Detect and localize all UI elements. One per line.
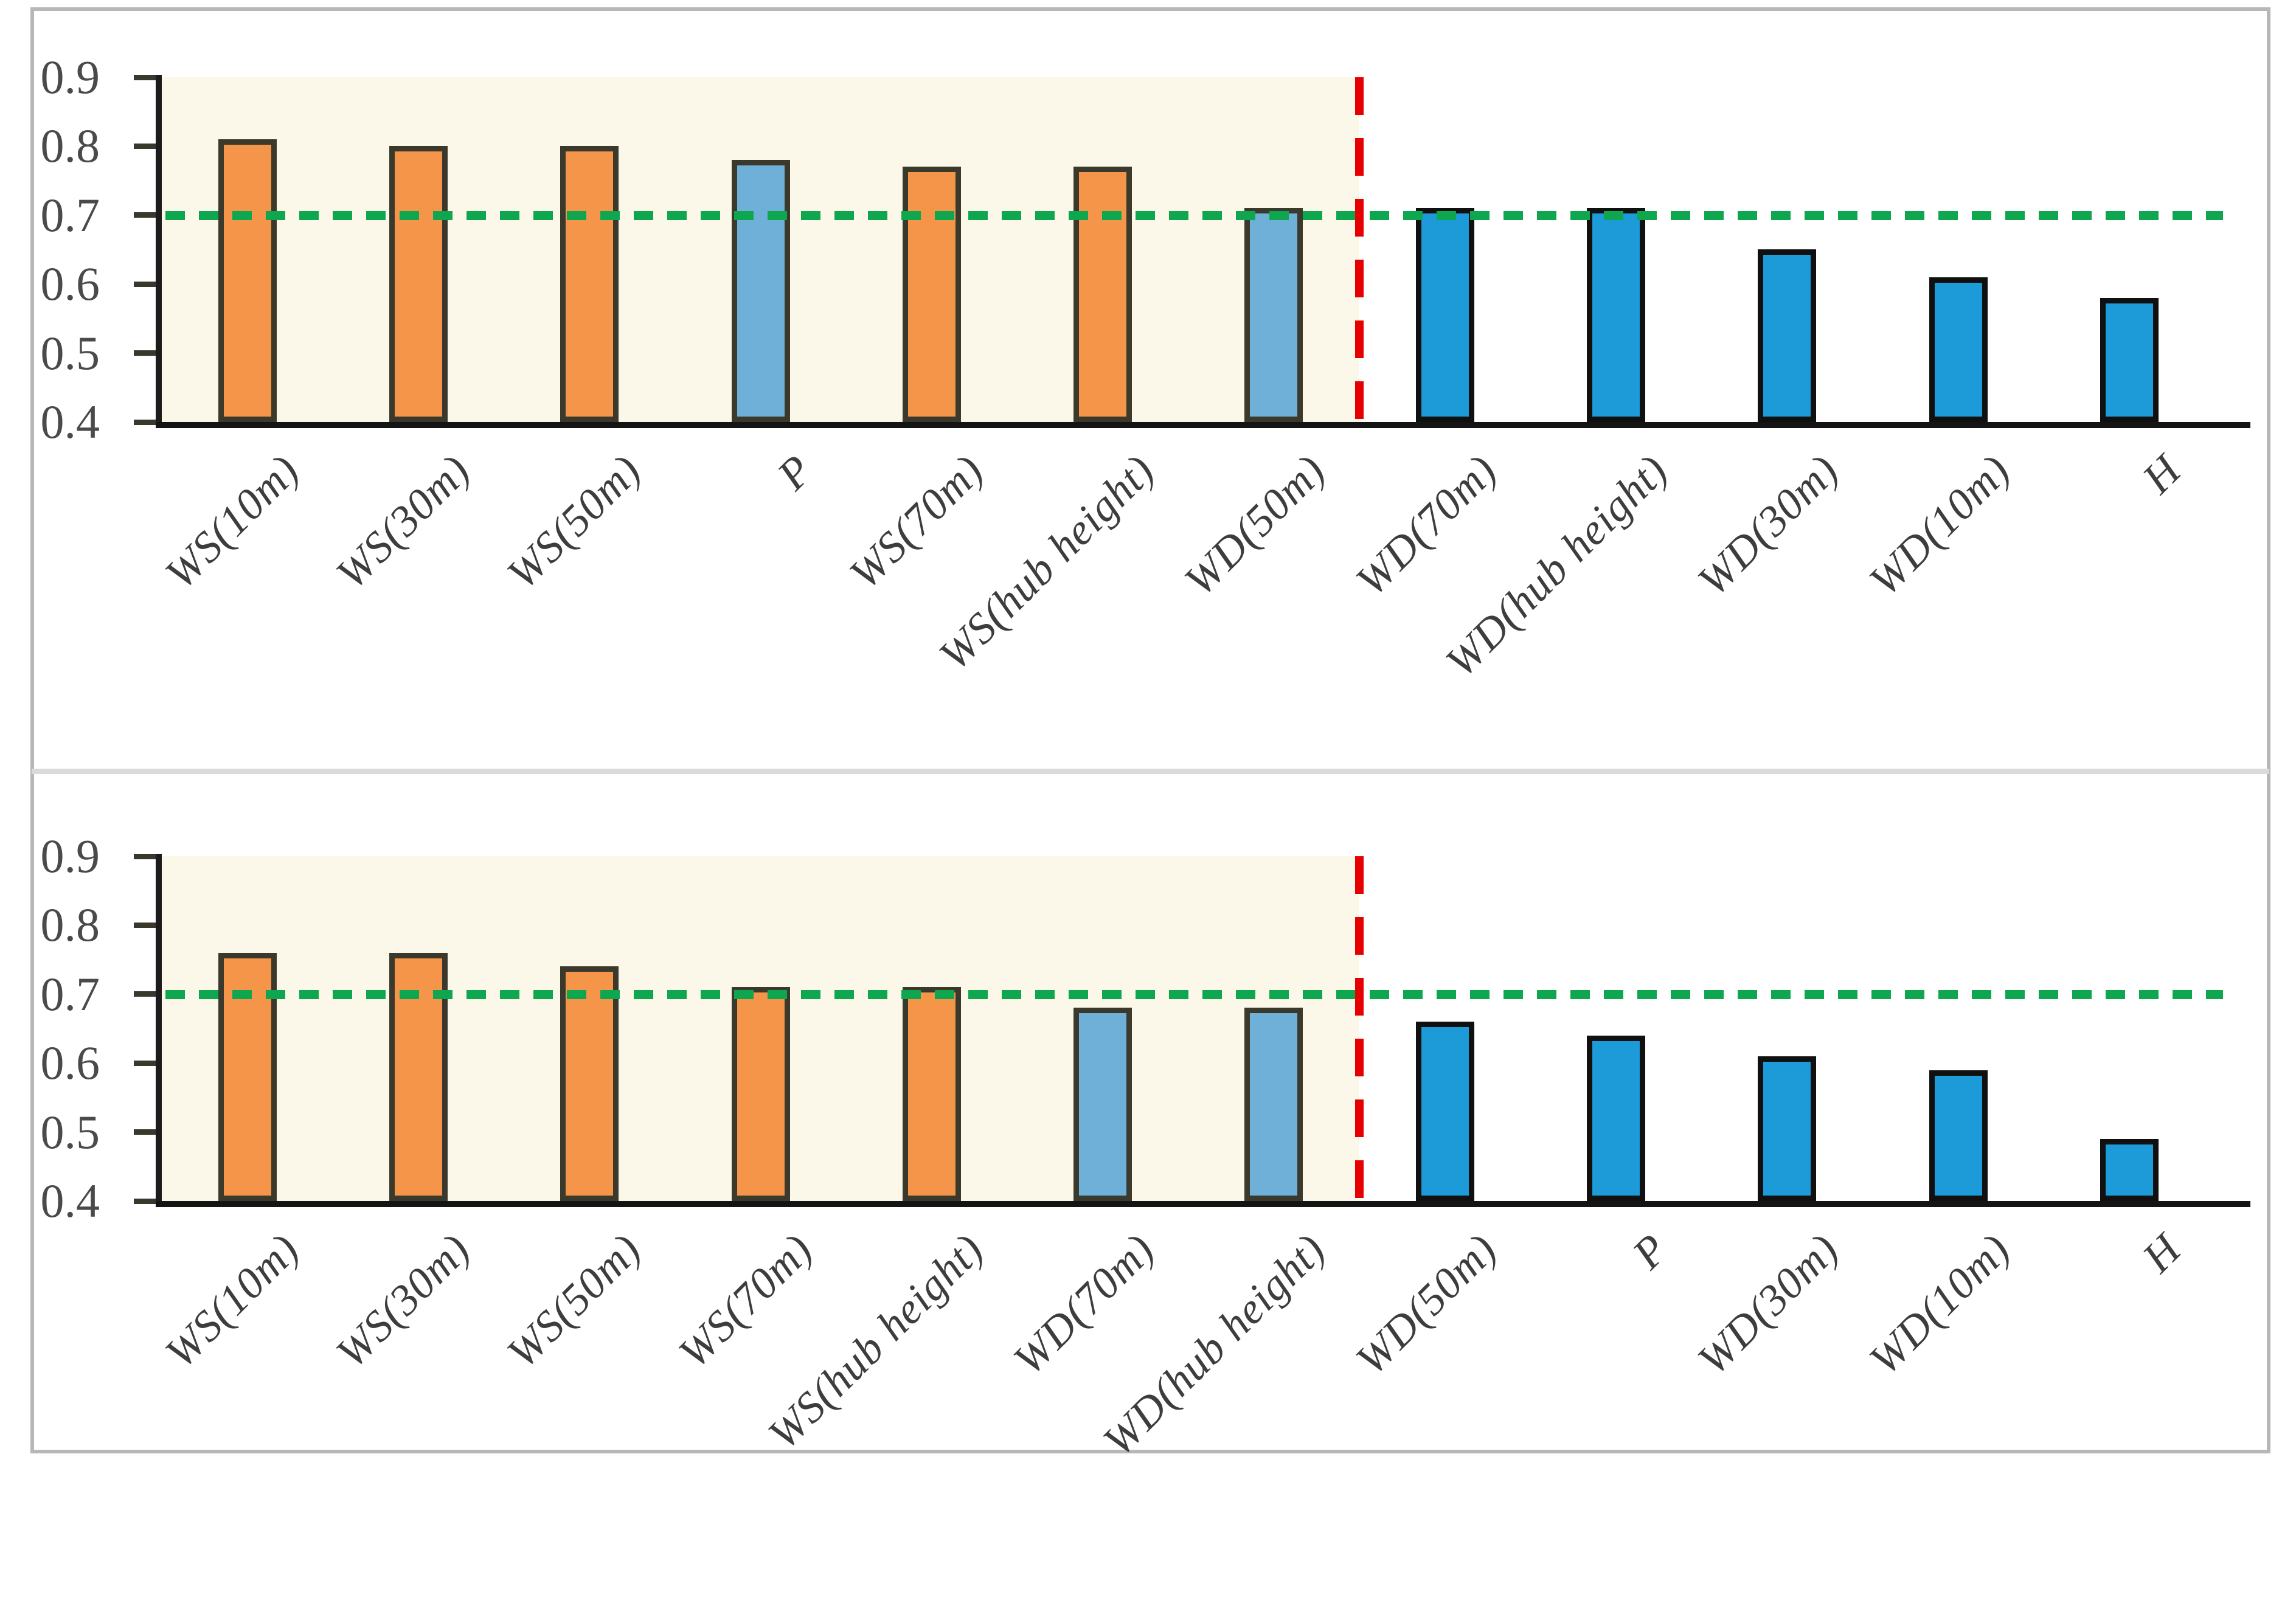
panel-divider [32, 769, 2269, 774]
figure-frame [30, 7, 2270, 1453]
